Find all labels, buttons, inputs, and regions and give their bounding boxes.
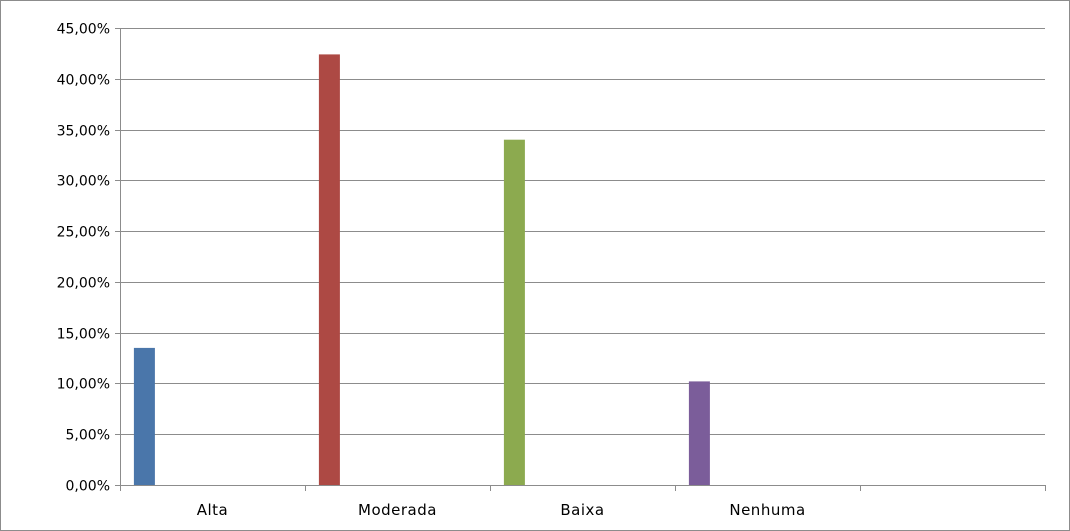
y-tick-label: 45,00% — [57, 22, 110, 38]
y-tick-label: 25,00% — [57, 225, 110, 241]
bars — [133, 54, 710, 486]
x-tick-labels: Alta Moderada Baixa Nenhuma — [197, 501, 805, 519]
y-tick-label: 0,00% — [66, 479, 110, 495]
x-tick-label: Baixa — [560, 501, 604, 519]
y-tick-labels: 0,00% 5,00% 10,00% 15,00% 20,00% 25,00% 30,00%… — [57, 22, 110, 495]
x-tick-label: Moderada — [358, 501, 437, 519]
bar-moderada — [318, 54, 340, 486]
gridlines — [120, 28, 1045, 435]
y-tick-label: 30,00% — [57, 174, 110, 190]
x-tick-label: Nenhuma — [729, 501, 805, 519]
bar-nenhuma — [688, 381, 710, 485]
y-tick-label: 15,00% — [57, 327, 110, 343]
y-tick-label: 40,00% — [57, 73, 110, 89]
y-tick-label: 10,00% — [57, 377, 110, 393]
bar-baixa — [503, 139, 525, 485]
y-tick-label: 20,00% — [57, 276, 110, 292]
axes — [115, 28, 1046, 491]
y-tick-label: 5,00% — [66, 428, 110, 444]
bar-alta — [133, 347, 155, 485]
y-tick-label: 35,00% — [57, 124, 110, 140]
x-tick-label: Alta — [197, 501, 229, 519]
